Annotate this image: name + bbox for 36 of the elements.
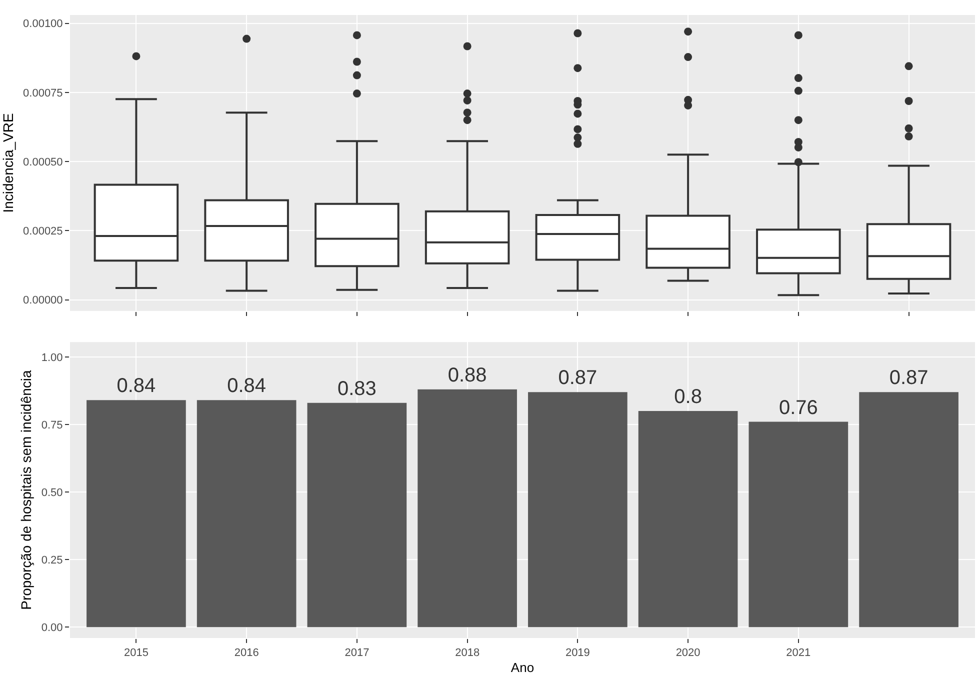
x-tick-label: 2015: [124, 647, 148, 660]
data-label: 0.8: [674, 386, 702, 408]
data-label: 0.87: [558, 367, 598, 390]
y-tick-label: 0.00050: [23, 156, 63, 168]
y-tick-label: 0.25: [41, 554, 63, 566]
x-tick-label: 2019: [565, 647, 590, 660]
x-tick-label: 2021: [786, 647, 811, 660]
bar: [86, 400, 186, 628]
x-tick-label: 2020: [676, 647, 700, 660]
y-axis-title: Incidencia_VRE: [0, 113, 16, 213]
x-tick-label: 2017: [344, 647, 370, 660]
bar: [196, 400, 296, 628]
data-label: 0.83: [337, 378, 376, 400]
y-tick-label: 0.00100: [23, 18, 63, 30]
data-label: 0.84: [227, 375, 266, 398]
bar: [418, 389, 517, 628]
data-label: 0.87: [889, 367, 928, 390]
data-label: 0.84: [116, 375, 156, 398]
y-tick-label: 0.00: [41, 622, 63, 634]
y-tick-label: 1.00: [41, 352, 63, 364]
y-tick-label: 0.00075: [23, 87, 63, 100]
bar: [528, 392, 628, 628]
data-label: 0.88: [448, 364, 487, 386]
y-tick-label: 0.00000: [23, 294, 63, 307]
y-tick-label: 0.50: [41, 486, 63, 499]
bar: [638, 410, 738, 628]
x-tick-label: 2016: [234, 647, 259, 660]
bar: [859, 392, 958, 628]
data-label: 0.76: [778, 396, 818, 419]
y-tick-label: 0.75: [41, 419, 63, 432]
x-axis-title: Ano: [510, 660, 534, 675]
y-axis-title: Proporção de hospitais sem incidência: [18, 370, 34, 610]
x-tick-label: 2018: [455, 647, 480, 660]
y-tick-label: 0.00025: [23, 226, 63, 238]
bar: [748, 422, 848, 628]
bar: [307, 402, 407, 628]
